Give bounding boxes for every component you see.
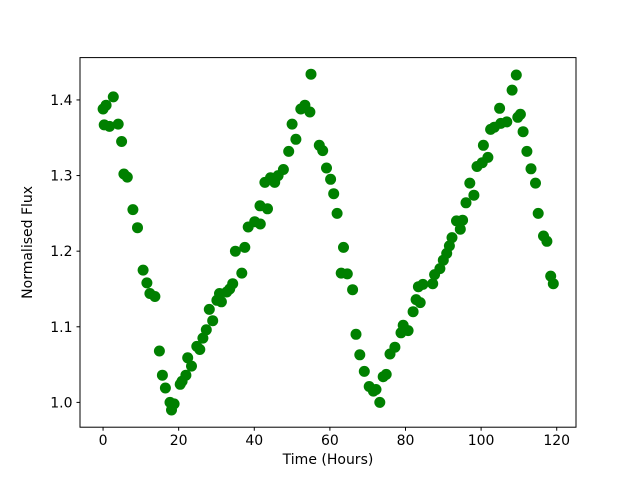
data-point xyxy=(338,241,349,253)
data-point xyxy=(446,232,458,244)
data-point xyxy=(100,99,112,111)
data-point xyxy=(482,151,494,163)
data-point xyxy=(454,223,466,235)
data-point xyxy=(180,369,192,381)
data-point xyxy=(149,291,161,302)
x-tick-label: 20 xyxy=(170,433,188,449)
data-point xyxy=(283,145,295,157)
data-point xyxy=(331,207,343,219)
data-point xyxy=(358,365,370,377)
data-point xyxy=(304,106,316,118)
data-point xyxy=(427,278,439,290)
data-point xyxy=(514,108,526,120)
data-point xyxy=(532,207,544,219)
data-point xyxy=(468,189,480,201)
data-point xyxy=(137,264,149,276)
data-point xyxy=(402,325,414,337)
data-point xyxy=(215,296,227,308)
data-point xyxy=(290,133,302,145)
data-point xyxy=(153,345,165,357)
data-point xyxy=(510,69,522,81)
plot-area xyxy=(79,57,577,428)
data-point xyxy=(168,398,180,410)
x-axis-ticks: 0 20 40 60 80 100 120 xyxy=(99,427,570,449)
data-point xyxy=(116,136,128,147)
data-point xyxy=(207,315,219,327)
data-point xyxy=(370,384,382,395)
data-point xyxy=(374,396,386,408)
data-point xyxy=(457,214,469,226)
data-point xyxy=(305,68,317,80)
data-point xyxy=(197,332,209,344)
data-point xyxy=(380,368,392,380)
data-point xyxy=(328,188,340,200)
data-point xyxy=(494,102,506,114)
data-point xyxy=(541,235,553,247)
data-point xyxy=(141,277,153,289)
data-point xyxy=(417,278,429,290)
data-point xyxy=(254,218,266,230)
data-point xyxy=(321,162,332,174)
data-point xyxy=(389,341,401,353)
x-tick-label: 100 xyxy=(468,433,495,449)
data-point xyxy=(186,360,197,372)
data-point xyxy=(200,324,212,336)
x-axis-label: Time (Hours) xyxy=(282,452,374,468)
data-point xyxy=(347,284,359,296)
data-point xyxy=(227,278,239,290)
data-point xyxy=(464,177,476,189)
y-axis-label: Normalised Flux xyxy=(20,186,36,299)
data-point xyxy=(317,145,329,157)
data-point xyxy=(132,222,143,234)
data-point xyxy=(443,240,455,252)
x-tick-label: 40 xyxy=(245,433,263,449)
data-point xyxy=(506,84,518,96)
y-tick-label: 1.3 xyxy=(50,169,72,185)
data-point xyxy=(530,177,541,189)
data-point xyxy=(286,118,298,130)
data-point xyxy=(203,303,215,315)
data-point xyxy=(354,349,366,361)
data-point xyxy=(350,328,362,340)
data-point xyxy=(156,369,168,381)
x-tick-label: 120 xyxy=(543,433,570,449)
data-point xyxy=(104,120,115,132)
data-point xyxy=(127,204,139,216)
data-point xyxy=(107,91,119,103)
y-axis-ticks: 1.0 1.1 1.2 1.3 1.4 xyxy=(50,93,80,411)
data-point xyxy=(434,263,446,275)
data-point xyxy=(517,126,529,138)
data-point xyxy=(239,241,251,253)
data-point xyxy=(407,306,419,318)
y-tick-label: 1.0 xyxy=(50,395,72,411)
data-point xyxy=(262,203,273,215)
y-tick-label: 1.2 xyxy=(50,244,72,260)
x-tick-label: 80 xyxy=(397,433,415,449)
data-point xyxy=(182,352,194,364)
data-point xyxy=(547,278,559,290)
x-tick-label: 60 xyxy=(321,433,339,449)
data-point xyxy=(525,163,537,175)
data-point xyxy=(121,171,133,183)
data-point xyxy=(277,164,289,175)
x-tick-label: 0 xyxy=(99,433,108,449)
data-point xyxy=(460,197,472,209)
data-point xyxy=(501,116,513,128)
data-point xyxy=(521,145,533,157)
data-point xyxy=(236,267,248,279)
data-point xyxy=(341,268,353,280)
data-point xyxy=(477,139,489,151)
data-point xyxy=(414,297,426,309)
data-point xyxy=(112,118,124,130)
data-point xyxy=(325,173,337,185)
y-tick-label: 1.4 xyxy=(50,93,72,109)
data-points xyxy=(97,68,559,416)
data-point xyxy=(194,344,206,355)
y-tick-label: 1.1 xyxy=(50,320,72,336)
data-point xyxy=(229,245,241,257)
data-point xyxy=(159,382,171,394)
